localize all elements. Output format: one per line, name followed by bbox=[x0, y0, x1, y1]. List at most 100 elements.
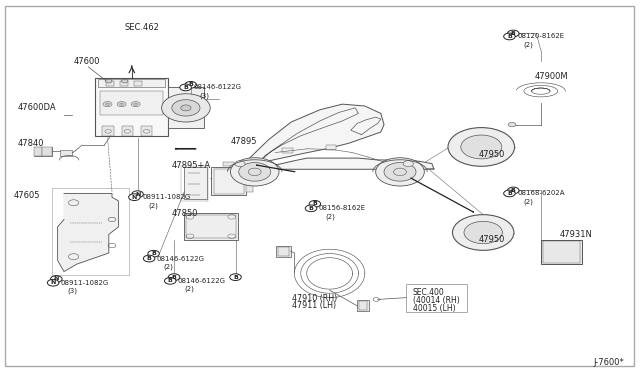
Text: (2): (2) bbox=[184, 286, 194, 292]
Text: N: N bbox=[54, 276, 59, 282]
Circle shape bbox=[148, 250, 159, 257]
Text: 08168-6202A: 08168-6202A bbox=[517, 190, 564, 196]
Circle shape bbox=[504, 190, 515, 197]
Circle shape bbox=[51, 276, 62, 282]
Bar bbox=[181, 166, 208, 201]
Circle shape bbox=[162, 94, 210, 122]
Circle shape bbox=[122, 79, 128, 83]
Text: 47910 (RH): 47910 (RH) bbox=[292, 294, 337, 303]
Bar bbox=[276, 246, 291, 257]
Circle shape bbox=[508, 187, 519, 194]
Circle shape bbox=[235, 161, 245, 167]
Bar bbox=[34, 147, 42, 156]
Circle shape bbox=[168, 274, 180, 280]
Text: 08120-8162E: 08120-8162E bbox=[517, 33, 564, 39]
Circle shape bbox=[185, 81, 196, 88]
Text: (40014 (RH): (40014 (RH) bbox=[413, 296, 460, 305]
Circle shape bbox=[103, 102, 112, 107]
Circle shape bbox=[508, 30, 519, 37]
Text: SEC.462: SEC.462 bbox=[125, 23, 159, 32]
Circle shape bbox=[448, 128, 515, 166]
Text: 08146-6122G: 08146-6122G bbox=[178, 278, 226, 284]
Text: B: B bbox=[147, 256, 152, 261]
Text: N: N bbox=[132, 195, 137, 200]
Text: B: B bbox=[507, 34, 512, 39]
Circle shape bbox=[230, 158, 279, 186]
Circle shape bbox=[164, 278, 176, 284]
Circle shape bbox=[464, 221, 502, 244]
Circle shape bbox=[181, 105, 191, 111]
Circle shape bbox=[239, 163, 271, 181]
Circle shape bbox=[106, 79, 112, 83]
Circle shape bbox=[132, 191, 143, 198]
Text: B: B bbox=[151, 251, 156, 256]
Bar bbox=[98, 79, 165, 87]
Circle shape bbox=[106, 103, 109, 105]
Text: 47600: 47600 bbox=[74, 57, 100, 66]
Text: B: B bbox=[183, 85, 188, 90]
Text: 47950: 47950 bbox=[479, 150, 505, 159]
Text: (2): (2) bbox=[325, 213, 335, 220]
Circle shape bbox=[143, 255, 155, 262]
Bar bbox=[184, 167, 207, 199]
Circle shape bbox=[309, 201, 321, 207]
Bar bbox=[60, 150, 72, 156]
Bar bbox=[34, 147, 52, 156]
Text: (2): (2) bbox=[524, 41, 533, 48]
Bar bbox=[184, 213, 238, 240]
Bar bbox=[282, 148, 293, 153]
Text: B: B bbox=[511, 31, 516, 36]
Text: B: B bbox=[172, 275, 177, 280]
Circle shape bbox=[129, 194, 140, 201]
Bar bbox=[246, 172, 253, 179]
Text: 47931N: 47931N bbox=[560, 230, 593, 239]
Bar bbox=[246, 185, 253, 192]
Text: 47605: 47605 bbox=[14, 191, 40, 200]
Bar bbox=[134, 81, 142, 86]
Bar bbox=[541, 240, 582, 264]
Bar bbox=[168, 87, 204, 128]
Circle shape bbox=[180, 84, 191, 91]
Circle shape bbox=[403, 161, 413, 167]
Polygon shape bbox=[211, 158, 434, 179]
Text: 47895+A: 47895+A bbox=[172, 161, 211, 170]
Text: 08911-1082G: 08911-1082G bbox=[142, 194, 190, 200]
Circle shape bbox=[384, 163, 416, 181]
Bar bbox=[120, 81, 128, 86]
Text: 47900M: 47900M bbox=[534, 72, 568, 81]
Text: (3): (3) bbox=[67, 288, 77, 294]
Text: B: B bbox=[233, 275, 238, 280]
Text: N: N bbox=[51, 280, 56, 285]
Bar bbox=[357, 300, 369, 311]
Bar bbox=[106, 81, 114, 86]
Text: (2): (2) bbox=[148, 202, 158, 209]
Bar bbox=[95, 78, 168, 136]
Bar bbox=[141, 126, 152, 136]
Text: 08156-8162E: 08156-8162E bbox=[319, 205, 366, 211]
Text: B: B bbox=[168, 278, 173, 283]
Polygon shape bbox=[58, 193, 118, 272]
Text: B: B bbox=[312, 201, 317, 206]
Text: 47950: 47950 bbox=[479, 235, 505, 244]
Text: (3): (3) bbox=[200, 92, 210, 99]
Circle shape bbox=[305, 205, 317, 212]
Text: B: B bbox=[511, 188, 516, 193]
Text: 47850: 47850 bbox=[172, 209, 198, 218]
Circle shape bbox=[461, 135, 502, 159]
Circle shape bbox=[172, 100, 200, 116]
Circle shape bbox=[47, 279, 59, 286]
Bar bbox=[278, 247, 289, 256]
Text: B: B bbox=[308, 206, 314, 211]
Circle shape bbox=[120, 103, 124, 105]
Text: 47840: 47840 bbox=[18, 139, 44, 148]
Text: J-7600*: J-7600* bbox=[593, 358, 624, 367]
Text: N: N bbox=[135, 192, 140, 197]
Text: 47895: 47895 bbox=[230, 137, 257, 146]
Text: 08146-6122G: 08146-6122G bbox=[193, 84, 241, 90]
Text: (2): (2) bbox=[524, 198, 533, 205]
Bar bbox=[211, 167, 246, 195]
Text: 40015 (LH): 40015 (LH) bbox=[413, 304, 456, 313]
Bar bbox=[223, 162, 234, 166]
Bar bbox=[186, 215, 236, 238]
Circle shape bbox=[452, 215, 514, 250]
